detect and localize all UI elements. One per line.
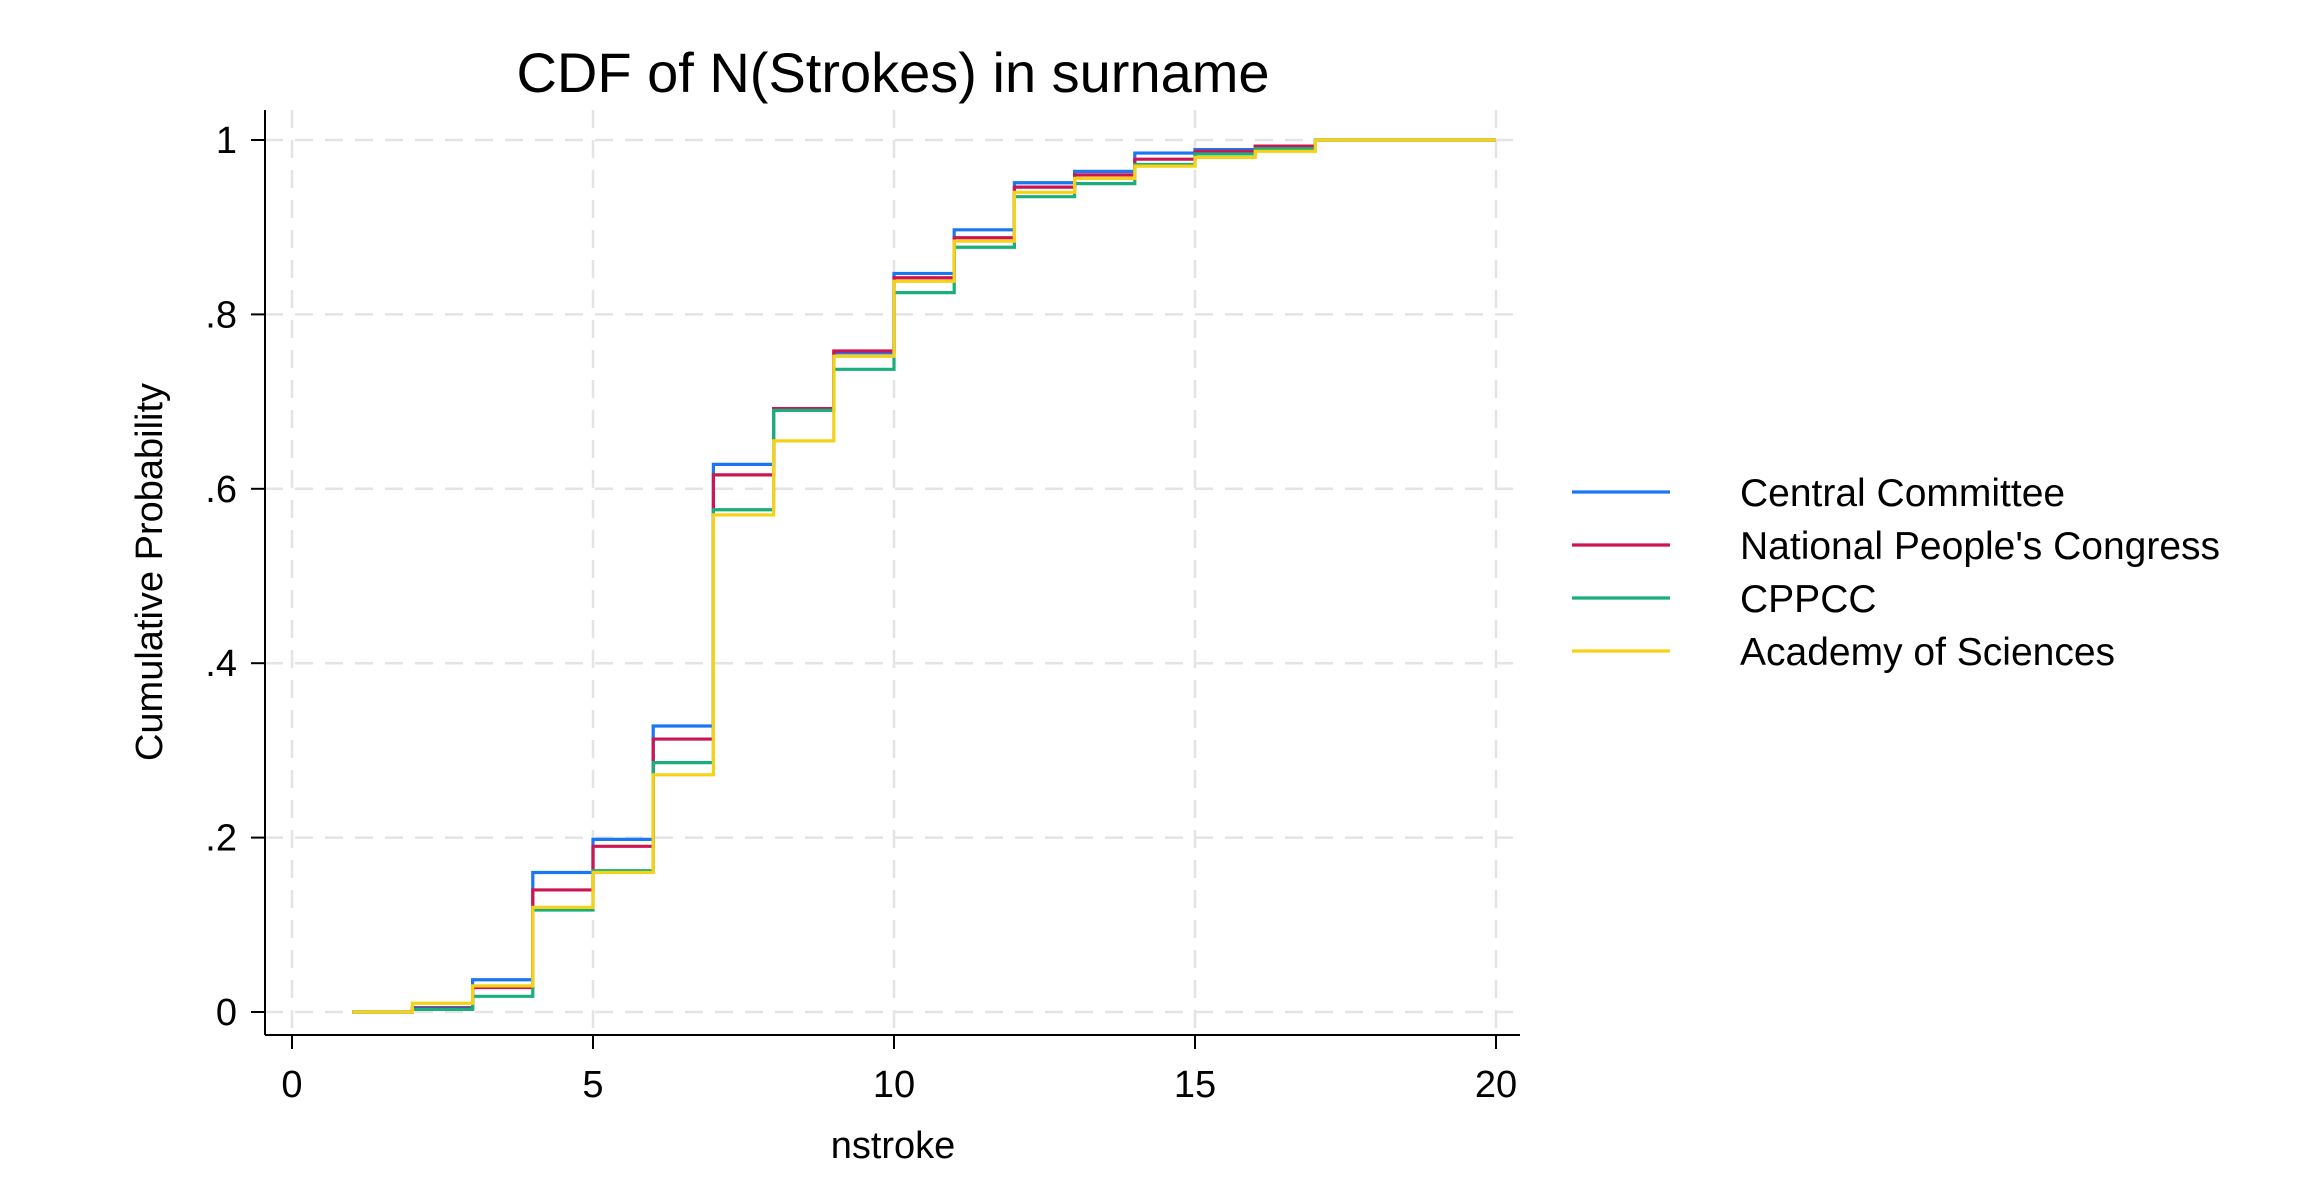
x-tick-label: 15 <box>1174 1064 1216 1106</box>
series-line-academy-of-sciences <box>352 138 1496 1014</box>
axes <box>264 110 1520 1036</box>
chart-title: CDF of N(Strokes) in surname <box>516 41 1269 104</box>
legend-label: Central Committee <box>1740 472 2065 515</box>
y-tick-label: .6 <box>205 469 237 511</box>
y-tick-label: 1 <box>216 120 237 162</box>
x-tick-label: 5 <box>582 1064 603 1106</box>
y-ticks: 0 .2 .4 .6 .8 1 <box>205 120 265 1034</box>
legend-label: CPPCC <box>1740 578 1877 621</box>
y-tick-label: 0 <box>216 992 237 1034</box>
x-tick-label: 10 <box>873 1064 915 1106</box>
x-ticks: 0 5 10 15 20 <box>281 1035 1517 1106</box>
y-axis-label: Cumulative Probability <box>129 383 171 761</box>
legend-label: National People's Congress <box>1740 525 2220 568</box>
x-tick-label: 20 <box>1475 1064 1517 1106</box>
series-lines <box>352 138 1496 1014</box>
x-tick-label: 0 <box>281 1064 302 1106</box>
legend-label: Academy of Sciences <box>1740 631 2115 674</box>
x-axis-label: nstroke <box>831 1125 956 1167</box>
y-tick-label: .8 <box>205 294 237 336</box>
y-tick-label: .2 <box>205 818 237 860</box>
y-tick-label: .4 <box>205 643 237 685</box>
grid-lines <box>265 110 1520 1035</box>
legend: Central Committee National People's Congr… <box>1572 472 2220 674</box>
